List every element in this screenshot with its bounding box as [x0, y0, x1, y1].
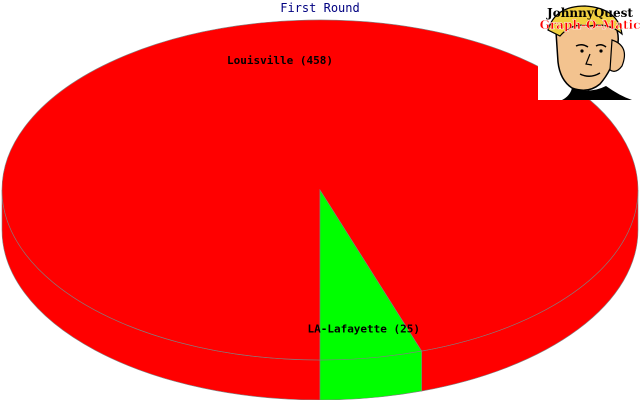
pie-labels: Louisville (458) LA-Lafayette (25) — [227, 54, 420, 335]
pie-slice-louisville — [1, 19, 639, 361]
logo-line2: Graph-O-Matic — [540, 18, 640, 32]
slice-label-louisville: Louisville (458) — [227, 54, 333, 67]
pie-slice-la-lafayette — [319, 188, 423, 361]
chart-title: First Round — [280, 1, 359, 15]
johnnyquest-logo: JohnnyQuest Graph-O-Matic — [538, 0, 640, 100]
logo-line1: JohnnyQuest — [546, 6, 633, 20]
cartoon-face-icon — [547, 5, 632, 100]
slice-label-la-lafayette: LA-Lafayette (25) — [307, 323, 420, 336]
pie-top — [1, 19, 639, 361]
